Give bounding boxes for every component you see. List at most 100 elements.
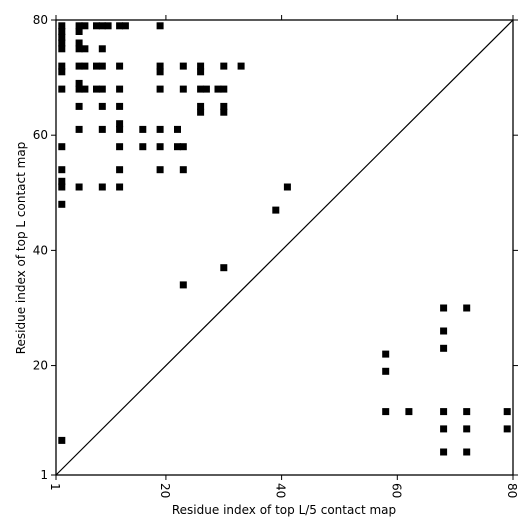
contact-point-top-l (220, 108, 228, 116)
contact-point-top-l (98, 102, 106, 110)
contact-point-top-l (75, 183, 83, 191)
contact-point-top-l (214, 85, 222, 93)
contact-point-top-l (220, 264, 228, 272)
contact-point-top-l5 (440, 327, 448, 335)
contact-point-top-l (75, 85, 83, 93)
contact-point-top-l (197, 68, 205, 76)
contact-point-top-l (98, 125, 106, 133)
contact-point-top-l (58, 45, 66, 53)
contact-point-top-l (237, 62, 245, 70)
contact-point-top-l (58, 183, 66, 191)
contact-point-top-l (98, 22, 106, 30)
contact-point-top-l5 (463, 448, 471, 456)
contact-point-top-l (156, 166, 164, 174)
contact-point-top-l (197, 85, 205, 93)
contact-point-top-l (104, 22, 112, 30)
contact-point-top-l (58, 143, 66, 151)
contact-point-top-l (58, 28, 66, 35)
contact-point-top-l (116, 183, 124, 191)
contact-point-top-l (75, 22, 83, 30)
contact-point-top-l (174, 125, 181, 133)
contact-point-top-l (81, 22, 89, 30)
contact-point-top-l (197, 108, 205, 116)
x-tick-label: 20 (158, 483, 172, 498)
contact-point-top-l (272, 206, 280, 214)
contact-point-top-l (116, 102, 124, 110)
contact-point-top-l (156, 62, 164, 70)
contact-point-top-l (58, 22, 66, 30)
x-tick-label: 60 (389, 483, 403, 498)
contact-point-top-l5 (382, 408, 390, 416)
top-l-contacts (58, 22, 291, 289)
contact-point-top-l (220, 85, 228, 93)
contact-point-top-l (58, 177, 66, 185)
contact-point-top-l (116, 22, 124, 30)
contact-point-top-l (139, 125, 147, 133)
contact-point-top-l (75, 45, 83, 53)
contact-point-top-l (98, 85, 106, 93)
contact-point-top-l (283, 183, 291, 191)
contact-point-top-l5 (463, 425, 471, 433)
contact-point-top-l5 (503, 408, 511, 416)
contact-point-top-l (58, 33, 66, 41)
contact-point-top-l (116, 143, 124, 151)
contact-point-top-l5 (463, 408, 471, 416)
contact-point-top-l (121, 22, 129, 30)
contact-point-top-l (75, 79, 83, 87)
contact-point-top-l5 (405, 408, 413, 416)
contact-point-top-l (156, 143, 164, 151)
contact-point-top-l (179, 62, 187, 70)
contact-point-top-l (98, 45, 106, 53)
contact-point-top-l (58, 200, 66, 208)
contact-point-top-l (220, 102, 228, 110)
y-tick-label: 40 (33, 243, 48, 257)
x-tick-label: 80 (505, 483, 519, 498)
contact-point-top-l (179, 143, 187, 151)
contact-point-top-l (116, 166, 124, 174)
contact-point-top-l5 (440, 408, 448, 416)
contact-point-top-l (81, 85, 89, 93)
contact-point-top-l (179, 85, 187, 93)
axis-ticks: 1 20 40 60 80 1 20 40 60 80 (33, 13, 519, 498)
plot-frame (55, 19, 514, 476)
diagonal-line (55, 19, 514, 476)
contact-point-top-l (197, 102, 205, 110)
contact-point-top-l (197, 62, 205, 70)
y-axis-label: Residue index of top L contact map (14, 142, 28, 355)
contact-point-top-l (75, 62, 83, 70)
contact-point-top-l (116, 62, 124, 70)
contact-point-top-l (179, 281, 187, 289)
contact-point-top-l (174, 143, 181, 151)
contact-point-top-l (58, 68, 66, 76)
contact-point-top-l (58, 39, 66, 47)
contact-point-top-l (58, 62, 66, 70)
y-tick-label: 1 (40, 468, 48, 482)
contact-point-top-l (93, 22, 100, 30)
contact-point-top-l5 (503, 425, 511, 433)
y-tick-label: 60 (33, 128, 48, 142)
contact-point-top-l (58, 85, 66, 93)
contact-point-top-l5 (382, 350, 390, 358)
contact-point-top-l (75, 39, 83, 47)
contact-point-top-l5 (440, 344, 448, 352)
contact-point-top-l (156, 125, 164, 133)
contact-point-top-l (98, 183, 106, 191)
contact-point-top-l (202, 85, 210, 93)
contact-point-top-l (75, 28, 83, 35)
contact-point-top-l (220, 62, 228, 70)
y-tick-label: 20 (33, 359, 48, 373)
contact-point-top-l (75, 102, 83, 110)
contact-point-top-l (75, 125, 83, 133)
contact-point-top-l (93, 62, 100, 70)
contact-point-top-l (81, 62, 89, 70)
contact-point-top-l (179, 166, 187, 174)
x-tick-label: 40 (274, 483, 288, 498)
contact-point-top-l (116, 120, 124, 128)
contact-point-top-l5 (463, 304, 471, 312)
contact-point-top-l (81, 45, 89, 53)
contact-point-top-l (98, 62, 106, 70)
contact-point-top-l5 (440, 425, 448, 433)
contact-point-top-l (139, 143, 147, 151)
contact-point-top-l (156, 85, 164, 93)
